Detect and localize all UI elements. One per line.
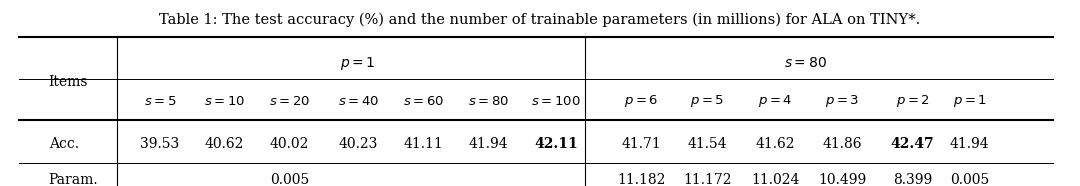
Text: $s = 5$: $s = 5$ bbox=[144, 95, 176, 108]
Text: 0.005: 0.005 bbox=[270, 173, 309, 186]
Text: Items: Items bbox=[49, 75, 89, 89]
Text: 11.024: 11.024 bbox=[752, 173, 799, 186]
Text: $p = 2$: $p = 2$ bbox=[895, 93, 930, 109]
Text: 41.54: 41.54 bbox=[688, 137, 727, 151]
Text: Acc.: Acc. bbox=[49, 137, 79, 151]
Text: 41.86: 41.86 bbox=[823, 137, 862, 151]
Text: 41.11: 41.11 bbox=[404, 137, 443, 151]
Text: $p = 4$: $p = 4$ bbox=[758, 93, 793, 109]
Text: 40.62: 40.62 bbox=[205, 137, 244, 151]
Text: $p = 3$: $p = 3$ bbox=[825, 93, 860, 109]
Text: 0.005: 0.005 bbox=[950, 173, 989, 186]
Text: 10.499: 10.499 bbox=[819, 173, 866, 186]
Text: 41.94: 41.94 bbox=[950, 137, 989, 151]
Text: $s = 20$: $s = 20$ bbox=[269, 95, 310, 108]
Text: 11.172: 11.172 bbox=[684, 173, 731, 186]
Text: $s = 10$: $s = 10$ bbox=[204, 95, 245, 108]
Text: 42.47: 42.47 bbox=[891, 137, 934, 151]
Text: 41.62: 41.62 bbox=[756, 137, 795, 151]
Text: 41.71: 41.71 bbox=[622, 137, 661, 151]
Text: Param.: Param. bbox=[49, 173, 98, 186]
Text: 40.23: 40.23 bbox=[339, 137, 378, 151]
Text: 8.399: 8.399 bbox=[893, 173, 932, 186]
Text: $p = 1$: $p = 1$ bbox=[953, 93, 987, 109]
Text: $s = 60$: $s = 60$ bbox=[403, 95, 444, 108]
Text: 41.94: 41.94 bbox=[469, 137, 508, 151]
Text: $s = 100$: $s = 100$ bbox=[531, 95, 581, 108]
Text: $p = 5$: $p = 5$ bbox=[690, 93, 725, 109]
Text: $p = 1$: $p = 1$ bbox=[340, 55, 376, 72]
Text: Table 1: The test accuracy (%) and the number of trainable parameters (in millio: Table 1: The test accuracy (%) and the n… bbox=[160, 13, 920, 27]
Text: $p = 6$: $p = 6$ bbox=[624, 93, 659, 109]
Text: 11.182: 11.182 bbox=[618, 173, 665, 186]
Text: 40.02: 40.02 bbox=[270, 137, 309, 151]
Text: 39.53: 39.53 bbox=[140, 137, 179, 151]
Text: 42.11: 42.11 bbox=[535, 137, 578, 151]
Text: $s = 80$: $s = 80$ bbox=[784, 56, 827, 70]
Text: $s = 80$: $s = 80$ bbox=[468, 95, 509, 108]
Text: $s = 40$: $s = 40$ bbox=[338, 95, 379, 108]
